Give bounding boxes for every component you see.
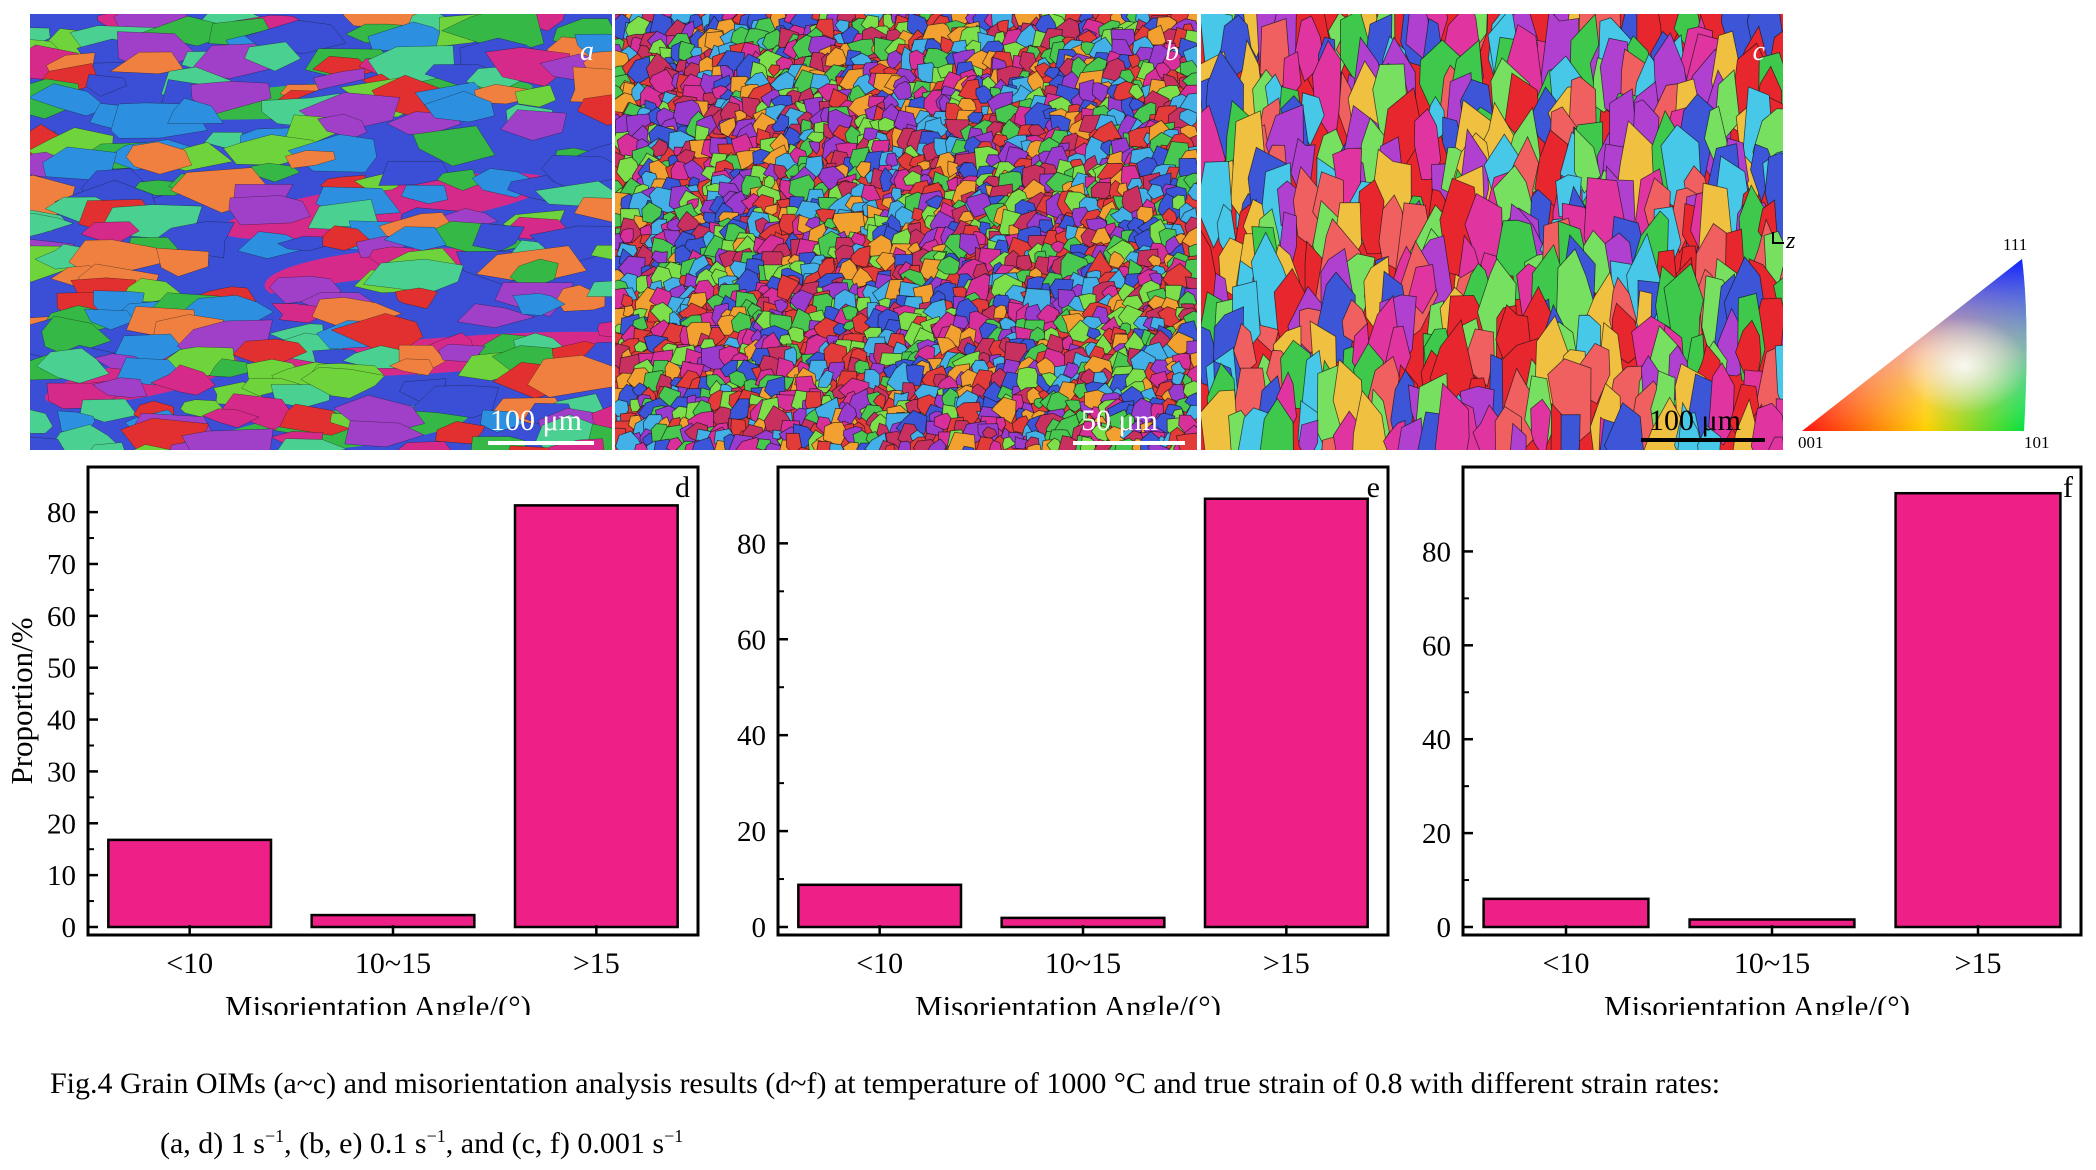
caption-part-b: , (b, e) 0.1 s: [284, 1127, 427, 1160]
x-axis-label: Misorientation Angle/(°): [1604, 989, 1910, 1015]
oim-grains: [30, 14, 612, 450]
x-tick-label: >15: [573, 947, 620, 980]
bar-chart-f: 0 20 40 60 80 <10 10~15 >15 f Misorientation Angl…: [1422, 465, 2083, 1024]
caption-part-c: , and (c, f) 0.001 s: [445, 1127, 665, 1160]
caption-line-1: Fig.4 Grain OIMs (a~c) and misorientatio…: [50, 1067, 1721, 1100]
panel-label: d: [675, 471, 690, 504]
x-tick-label: 10~15: [355, 947, 431, 980]
panel-label-c: c: [1752, 36, 1765, 67]
y-tick-label: 60: [47, 601, 76, 633]
caption-sup-a: −1: [264, 1126, 285, 1146]
scalebar-c: [1641, 438, 1765, 442]
caption-line-2: (a, d) 1 s−1, (b, e) 0.1 s−1, and (c, f)…: [50, 1110, 1720, 1170]
scalebar-b: [1073, 441, 1185, 445]
scalebar-a: [488, 441, 594, 445]
chart-f: 0 20 40 60 80 <10 10~15 >15 f Misorientation Angl…: [1395, 455, 2095, 1024]
y-tick-label: 80: [47, 497, 76, 529]
y-tick-label: 30: [47, 756, 76, 788]
x-axis-label: Misorientation Angle/(°): [915, 989, 1221, 1015]
x-tick-label: <10: [856, 947, 903, 980]
panel-label: f: [2063, 471, 2073, 504]
y-tick-label: 40: [47, 705, 76, 737]
oim-panel-a: a 100 μm: [30, 14, 612, 450]
y-tick-label: 0: [752, 912, 767, 944]
bar: [107, 838, 273, 929]
panel-label-b: b: [1165, 36, 1179, 67]
y-tick-label: 80: [1422, 536, 1451, 568]
bar-chart-d: 0 10 20 30 40 50 60 70 80 <10 10~15 >15 d Misorientat…: [4, 465, 700, 1024]
oim-map-b: [615, 14, 1197, 450]
oim-map-a: [30, 14, 612, 450]
ipf-label-101: 101: [2024, 433, 2050, 452]
bar: [1203, 497, 1369, 929]
bar: [797, 883, 963, 929]
chart-d: 0 10 20 30 40 50 60 70 80 <10 10~15 >15 d Misorientat…: [0, 455, 710, 1024]
panel-label: e: [1367, 471, 1380, 504]
ipf-label-111: 111: [2003, 235, 2028, 254]
x-tick-label: >15: [1263, 947, 1310, 980]
ipf-triangle: [1802, 259, 2027, 431]
caption-sup-b: −1: [426, 1126, 446, 1146]
y-tick-label: 20: [47, 808, 76, 840]
y-tick-label: 0: [1437, 912, 1452, 944]
bar-chart-e: 0 20 40 60 80 <10 10~15 >15 e Misorientation Angl…: [737, 465, 1390, 1024]
y-tick-label: 0: [62, 912, 77, 944]
x-tick-label: <10: [1543, 947, 1590, 980]
panel-label-a: a: [580, 36, 594, 67]
axis-tick: [1772, 232, 1784, 244]
y-tick-label: 40: [1422, 724, 1451, 756]
x-axis-label: Misorientation Angle/(°): [225, 989, 531, 1015]
figure-caption: Fig.4 Grain OIMs (a~c) and misorientatio…: [50, 1058, 1720, 1170]
x-tick-label: >15: [1955, 947, 2002, 980]
oim-grains: [615, 14, 1197, 450]
bar: [513, 504, 679, 929]
scalebar-label-a: 100 μm: [490, 404, 582, 437]
chart-e: 0 20 40 60 80 <10 10~15 >15 e Misorientation Angl…: [700, 455, 1400, 1024]
y-tick-label: 20: [1422, 818, 1451, 850]
axis-z-label: z: [1786, 228, 1796, 254]
caption-sup-c: −1: [664, 1126, 684, 1146]
oim-map-c: [1201, 14, 1783, 450]
y-tick-label: 70: [47, 549, 76, 581]
x-tick-label: <10: [166, 947, 213, 980]
bar: [1894, 491, 2062, 929]
ipf-label-001: 001: [1798, 433, 1824, 452]
ipf-legend: 111 001 101: [1798, 235, 2090, 452]
y-tick-label: 60: [1422, 630, 1451, 662]
scalebar-label-c: 100 μm: [1649, 404, 1741, 437]
y-axis-label: Proportion/%: [4, 617, 39, 784]
x-tick-label: 10~15: [1045, 947, 1121, 980]
oim-panel-c: c 100 μm: [1201, 14, 1783, 450]
caption-part-a: (a, d) 1 s: [160, 1127, 265, 1160]
y-tick-label: 50: [47, 653, 76, 685]
y-tick-label: 80: [737, 528, 766, 560]
bar: [1482, 897, 1650, 929]
x-tick-label: 10~15: [1734, 947, 1810, 980]
y-tick-label: 20: [737, 816, 766, 848]
scalebar-label-b: 50 μm: [1081, 404, 1158, 437]
y-tick-label: 40: [737, 720, 766, 752]
y-tick-label: 60: [737, 624, 766, 656]
y-tick-label: 10: [47, 860, 76, 892]
oim-panel-b: b 50 μm: [615, 14, 1197, 450]
oim-grains: [1201, 14, 1783, 450]
